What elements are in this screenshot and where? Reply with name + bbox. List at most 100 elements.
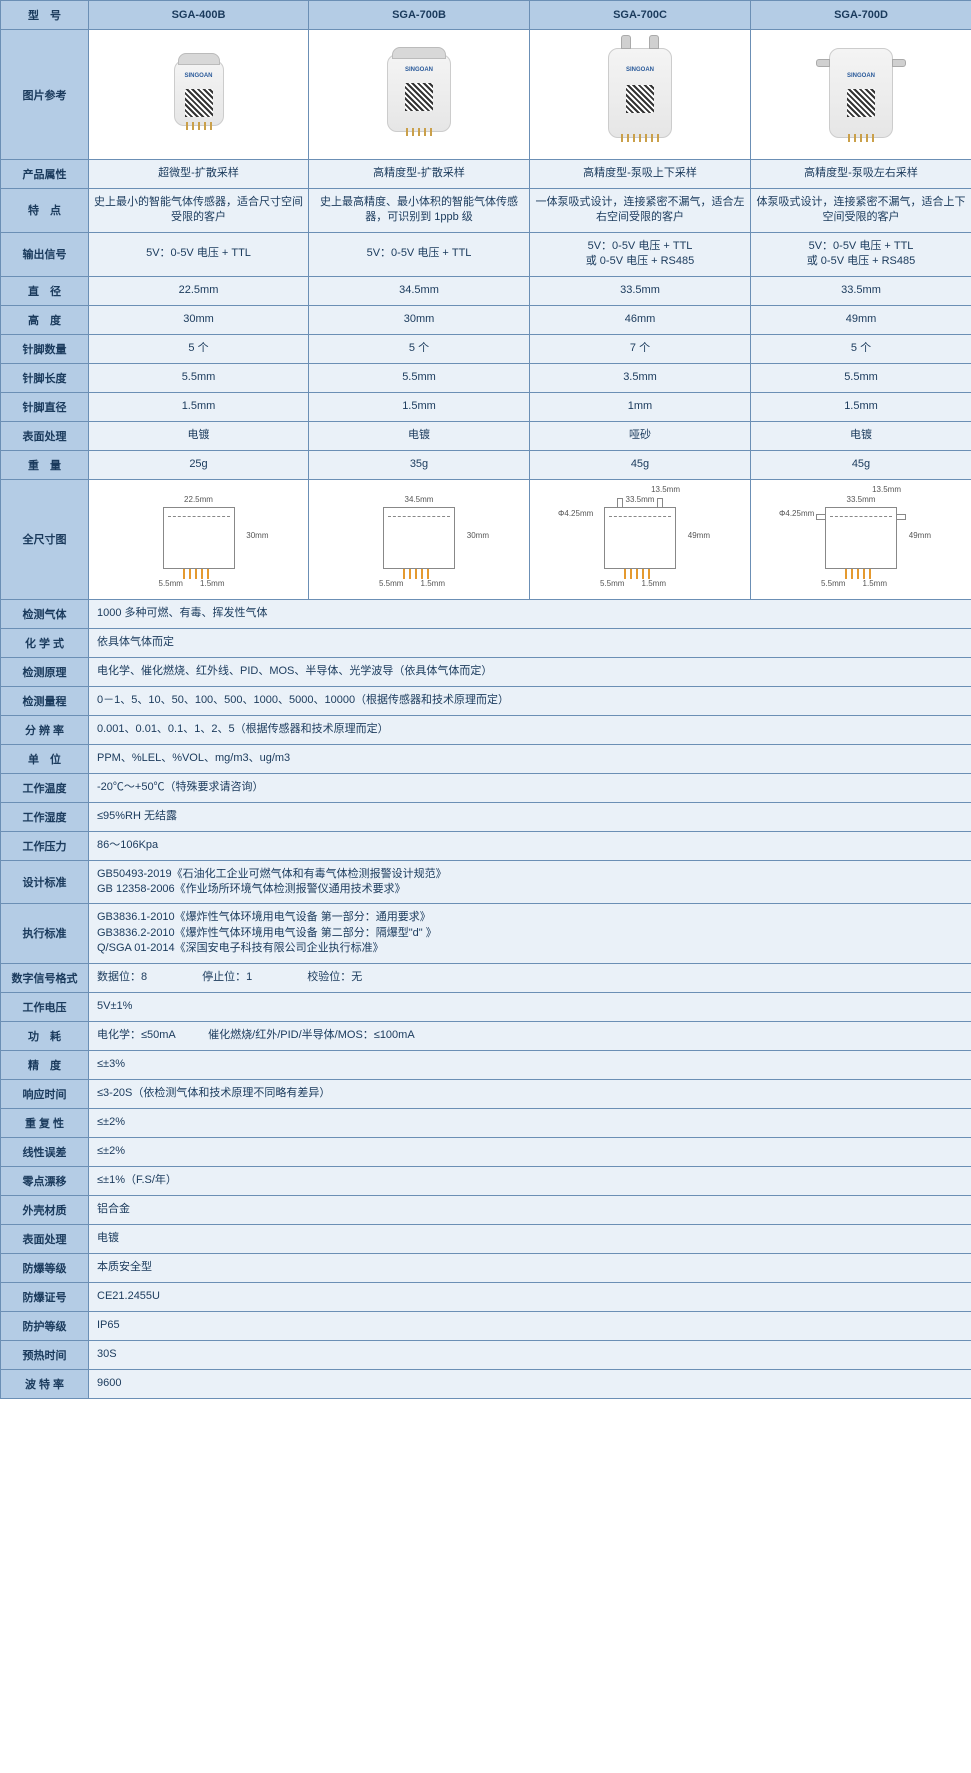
row-label: 单 位 xyxy=(1,744,89,773)
cell-value: -20℃～+50℃（特殊要求请咨询） xyxy=(89,773,971,802)
cell-value: 34.5mm xyxy=(309,276,530,305)
dimension-drawing: 22.5mm30mm5.5mm1.5mm xyxy=(89,479,309,599)
cell-value: 5V：0-5V 电压 + TTL xyxy=(89,232,309,276)
table-row: 外壳材质铝合金 xyxy=(1,1195,971,1224)
cell-value: 5V：0-5V 电压 + TTL xyxy=(309,232,530,276)
table-row: 防爆证号CE21.2455U xyxy=(1,1282,971,1311)
table-row: 工作压力86～106Kpa xyxy=(1,831,971,860)
cell-value: 体泵吸式设计，连接紧密不漏气，适合上下空间受限的客户 xyxy=(751,189,971,233)
row-label: 重 量 xyxy=(1,450,89,479)
cell-value: 超微型-扩散采样 xyxy=(89,160,309,189)
cell-value: 本质安全型 xyxy=(89,1253,971,1282)
cell-value: 铝合金 xyxy=(89,1195,971,1224)
cell-value: 高精度型-泵吸上下采样 xyxy=(530,160,751,189)
table-row: 线性误差≤±2% xyxy=(1,1137,971,1166)
table-row: 高 度30mm30mm46mm49mm xyxy=(1,305,971,334)
cell-value: 史上最小的智能气体传感器，适合尺寸空间受限的客户 xyxy=(89,189,309,233)
dimension-drawing: 33.5mm49mm13.5mmΦ4.25mm5.5mm1.5mm xyxy=(751,479,971,599)
cell-value: 5.5mm xyxy=(89,363,309,392)
cell-value: 7 个 xyxy=(530,334,751,363)
row-label: 工作温度 xyxy=(1,773,89,802)
row-label: 工作电压 xyxy=(1,992,89,1021)
cell-value: 45g xyxy=(751,450,971,479)
col-2: SGA-700B xyxy=(309,1,530,30)
row-label: 外壳材质 xyxy=(1,1195,89,1224)
cell-value: 5 个 xyxy=(751,334,971,363)
cell-value: 电镀 xyxy=(751,421,971,450)
table-row: 产品属性超微型-扩散采样高精度型-扩散采样高精度型-泵吸上下采样高精度型-泵吸左… xyxy=(1,160,971,189)
table-row: 检测气体1000 多种可燃、有毒、挥发性气体 xyxy=(1,599,971,628)
row-label: 针脚直径 xyxy=(1,392,89,421)
table-row: 直 径22.5mm34.5mm33.5mm33.5mm xyxy=(1,276,971,305)
table-row: 响应时间≤3-20S（依检测气体和技术原理不同略有差异） xyxy=(1,1079,971,1108)
cell-value: 9600 xyxy=(89,1369,971,1398)
cell-value: 45g xyxy=(530,450,751,479)
row-label: 特 点 xyxy=(1,189,89,233)
cell-value: 5.5mm xyxy=(309,363,530,392)
table-row: 工作电压5V±1% xyxy=(1,992,971,1021)
cell-value: 1.5mm xyxy=(309,392,530,421)
cell-value: GB3836.1-2010《爆炸性气体环境用电气设备 第一部分：通用要求》GB3… xyxy=(89,904,971,963)
cell-value: 30S xyxy=(89,1340,971,1369)
cell-value: GB50493-2019《石油化工企业可燃气体和有毒气体检测报警设计规范》GB … xyxy=(89,860,971,904)
cell-value: 30mm xyxy=(309,305,530,334)
cell-value: 1000 多种可燃、有毒、挥发性气体 xyxy=(89,599,971,628)
table-row: 预热时间30S xyxy=(1,1340,971,1369)
cell-value: ≤±2% xyxy=(89,1137,971,1166)
row-label: 高 度 xyxy=(1,305,89,334)
table-row: 表面处理电镀 xyxy=(1,1224,971,1253)
row-label: 产品属性 xyxy=(1,160,89,189)
table-row: 功 耗电化学：≤50mA 催化燃烧/红外/PID/半导体/MOS：≤100mA xyxy=(1,1021,971,1050)
row-label: 化 学 式 xyxy=(1,628,89,657)
table-row: 特 点史上最小的智能气体传感器，适合尺寸空间受限的客户史上最高精度、最小体积的智… xyxy=(1,189,971,233)
cell-value: 5V：0-5V 电压 + TTL或 0-5V 电压 + RS485 xyxy=(530,232,751,276)
row-label: 精 度 xyxy=(1,1050,89,1079)
row-label: 检测气体 xyxy=(1,599,89,628)
cell-value: 1mm xyxy=(530,392,751,421)
image-row-label: 图片参考 xyxy=(1,30,89,160)
row-label: 设计标准 xyxy=(1,860,89,904)
cell-value: IP65 xyxy=(89,1311,971,1340)
row-label: 零点漂移 xyxy=(1,1166,89,1195)
cell-value: 电化学：≤50mA 催化燃烧/红外/PID/半导体/MOS：≤100mA xyxy=(89,1021,971,1050)
cell-value: 电化学、催化燃烧、红外线、PID、MOS、半导体、光学波导（依具体气体而定） xyxy=(89,657,971,686)
table-row: 零点漂移≤±1%（F.S/年） xyxy=(1,1166,971,1195)
cell-value: 电镀 xyxy=(89,421,309,450)
row-label: 防爆证号 xyxy=(1,1282,89,1311)
cell-value: ≤±1%（F.S/年） xyxy=(89,1166,971,1195)
cell-value: 1.5mm xyxy=(751,392,971,421)
cell-value: 5V：0-5V 电压 + TTL或 0-5V 电压 + RS485 xyxy=(751,232,971,276)
cell-value: ≤±2% xyxy=(89,1108,971,1137)
table-row: 工作湿度≤95%RH 无结露 xyxy=(1,802,971,831)
cell-value: 5 个 xyxy=(309,334,530,363)
cell-value: 35g xyxy=(309,450,530,479)
col-4: SGA-700D xyxy=(751,1,971,30)
row-label: 全尺寸图 xyxy=(1,479,89,599)
row-label: 检测原理 xyxy=(1,657,89,686)
cell-value: 依具体气体而定 xyxy=(89,628,971,657)
cell-value: 数据位：8 停止位：1 校验位：无 xyxy=(89,963,971,992)
cell-value: ≤3-20S（依检测气体和技术原理不同略有差异） xyxy=(89,1079,971,1108)
table-row: 波 特 率9600 xyxy=(1,1369,971,1398)
dimension-drawing: 34.5mm30mm5.5mm1.5mm xyxy=(309,479,530,599)
table-row: 设计标准GB50493-2019《石油化工企业可燃气体和有毒气体检测报警设计规范… xyxy=(1,860,971,904)
image-row: 图片参考 SINGOAN SINGOAN xyxy=(1,30,971,160)
table-row: 重 量25g35g45g45g xyxy=(1,450,971,479)
row-label: 防爆等级 xyxy=(1,1253,89,1282)
cell-value: 一体泵吸式设计，连接紧密不漏气，适合左右空间受限的客户 xyxy=(530,189,751,233)
table-row: 精 度≤±3% xyxy=(1,1050,971,1079)
product-image-1: SINGOAN xyxy=(89,30,309,160)
cell-value: 高精度型-扩散采样 xyxy=(309,160,530,189)
table-row: 检测量程0－1、5、10、50、100、500、1000、5000、10000（… xyxy=(1,686,971,715)
cell-value: PPM、%LEL、%VOL、mg/m3、ug/m3 xyxy=(89,744,971,773)
cell-value: ≤95%RH 无结露 xyxy=(89,802,971,831)
row-label: 输出信号 xyxy=(1,232,89,276)
dimension-row: 全尺寸图22.5mm30mm5.5mm1.5mm34.5mm30mm5.5mm1… xyxy=(1,479,971,599)
row-label: 预热时间 xyxy=(1,1340,89,1369)
table-row: 数字信号格式数据位：8 停止位：1 校验位：无 xyxy=(1,963,971,992)
row-label: 表面处理 xyxy=(1,1224,89,1253)
row-label: 响应时间 xyxy=(1,1079,89,1108)
cell-value: 33.5mm xyxy=(530,276,751,305)
cell-value: 哑砂 xyxy=(530,421,751,450)
cell-value: 25g xyxy=(89,450,309,479)
